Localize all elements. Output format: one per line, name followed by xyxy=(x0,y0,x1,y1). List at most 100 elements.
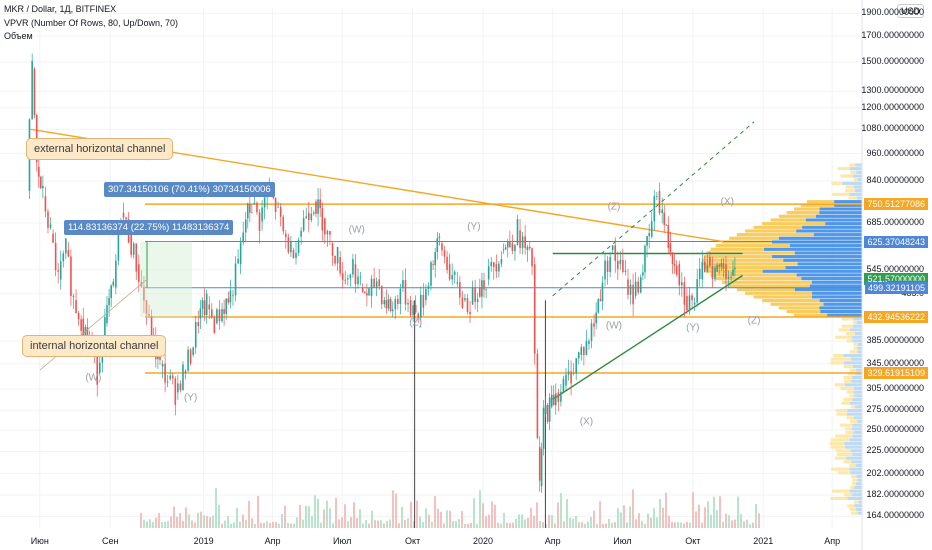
volume-bar xyxy=(650,517,652,528)
x-tick-label: 2021 xyxy=(753,536,774,546)
price-series xyxy=(28,53,736,493)
vpvr-bar-up xyxy=(835,449,851,453)
external-channel-callout[interactable]: external horizontal channel xyxy=(26,138,174,160)
candle-body xyxy=(106,305,108,324)
volume-bar xyxy=(560,493,562,528)
vpvr-bar-up xyxy=(830,361,844,365)
candle-body xyxy=(216,309,218,324)
candle-body xyxy=(464,298,466,301)
measure-label-top[interactable]: 307.34150106 (70.41%) 30734150006 xyxy=(104,182,275,197)
candle-body xyxy=(256,202,258,213)
y-tick-label: 685.00000000 xyxy=(866,216,924,227)
vpvr-bar-up xyxy=(831,181,843,185)
vpvr-bar-down xyxy=(851,379,862,383)
candle-body xyxy=(604,260,606,280)
candle-body xyxy=(698,268,701,280)
measure-label-bottom[interactable]: 114.83136374 (22.75%) 11483136374 xyxy=(64,220,234,235)
vpvr-bar-up xyxy=(846,416,854,420)
vpvr-bar-up xyxy=(710,247,765,251)
vpvr-bar-up xyxy=(729,284,810,288)
volume-bar xyxy=(695,511,697,528)
candle-body xyxy=(511,243,514,251)
currency-button[interactable]: USD xyxy=(896,4,924,18)
volume-bar xyxy=(302,519,304,528)
candle-body xyxy=(663,212,666,225)
vpvr-bar-down xyxy=(855,189,862,193)
candle-body xyxy=(305,216,308,219)
candle-body xyxy=(422,294,425,308)
volume-bar xyxy=(524,519,526,528)
volume-bar xyxy=(233,522,235,528)
vpvr-bar-down xyxy=(850,471,862,475)
volume-bar xyxy=(602,523,604,528)
candle-body xyxy=(590,323,593,341)
vpvr-bar-down xyxy=(802,225,862,229)
volume-indicator-label[interactable]: Объем xyxy=(4,31,33,41)
candle-body xyxy=(197,322,200,326)
y-tick-label: 1080.00000000 xyxy=(861,123,924,134)
volume-bar xyxy=(533,515,535,528)
volume-bar xyxy=(293,523,295,528)
candle-body xyxy=(59,261,62,280)
candle-body xyxy=(279,206,282,217)
candle-body xyxy=(313,212,315,214)
vpvr-bar-down xyxy=(853,364,862,369)
y-tick-label: 250.00000000 xyxy=(866,423,924,434)
candle-body xyxy=(223,309,225,314)
candle-body xyxy=(169,375,172,380)
volume-bar xyxy=(440,511,442,528)
candle-body xyxy=(665,224,668,226)
volume-bar xyxy=(257,495,259,528)
candle-body xyxy=(161,363,164,367)
candle-body xyxy=(448,264,451,280)
volume-bar xyxy=(749,523,751,528)
candle-body xyxy=(239,242,242,265)
vpvr-bar-up xyxy=(840,386,854,391)
volume-bar xyxy=(647,513,649,528)
volume-bar xyxy=(479,490,481,528)
candle-body xyxy=(263,197,266,208)
candle-body xyxy=(430,262,432,286)
candle-body xyxy=(261,207,263,222)
candle-body xyxy=(562,378,565,392)
drawings xyxy=(39,147,192,371)
vpvr-bar-down xyxy=(856,196,862,200)
candle-body xyxy=(469,311,471,315)
candle-body xyxy=(150,315,153,345)
vpvr-bar-down xyxy=(845,445,862,449)
vpvr-indicator-label[interactable]: VPVR (Number Of Rows, 80, Up/Down, 70) xyxy=(4,18,179,28)
candle-body xyxy=(536,353,539,438)
candle-body xyxy=(115,260,117,288)
vpvr-bar-up xyxy=(852,320,857,325)
candle-body xyxy=(436,238,439,253)
volume-bar xyxy=(437,508,439,528)
candle-body xyxy=(122,212,125,218)
candle-body xyxy=(244,219,247,233)
candle-body xyxy=(658,190,661,213)
candle-body xyxy=(375,281,378,288)
vpvr-bar-up xyxy=(706,269,763,273)
vpvr-bar-up xyxy=(703,255,773,259)
price-tag: 329.61915109 xyxy=(864,367,928,380)
candle-body xyxy=(540,448,543,487)
internal-channel-callout[interactable]: internal horizontal channel xyxy=(22,335,167,357)
volume-bar xyxy=(728,515,730,528)
candle-body xyxy=(336,247,339,264)
vpvr-bar-up xyxy=(736,233,814,237)
vpvr-bar-up xyxy=(830,438,850,442)
wave-label: (W) xyxy=(85,372,102,384)
candle-body xyxy=(656,196,658,197)
vpvr-bar-up xyxy=(736,288,795,292)
x-tick-label: Апр xyxy=(544,536,561,546)
candle-body xyxy=(221,309,223,322)
vpvr-bar-up xyxy=(770,218,806,222)
volume-bar xyxy=(503,512,505,528)
volume-bar xyxy=(383,523,385,528)
volume-bar xyxy=(596,523,598,528)
candle-body xyxy=(363,291,366,294)
candle-body xyxy=(210,309,213,318)
volume-bar xyxy=(455,521,457,528)
volume-bar xyxy=(398,523,400,528)
candle-body xyxy=(599,299,602,302)
